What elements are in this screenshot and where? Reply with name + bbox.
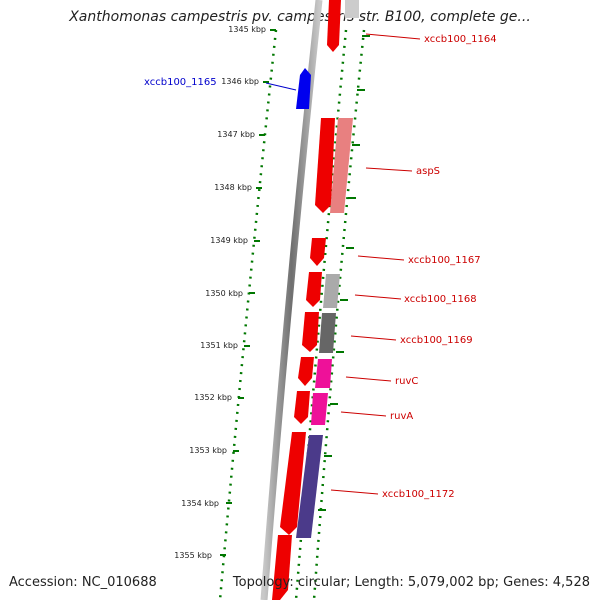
gene-label-xccb100-1168[interactable]: xccb100_1168 [404, 294, 477, 305]
cds-track [272, 0, 341, 600]
tick-label: 1346 kbp [221, 77, 259, 86]
tick-label: 1349 kbp [210, 236, 248, 245]
tick-label: 1353 kbp [189, 446, 227, 455]
accession-text: Accession: NC_010688 [9, 575, 157, 590]
tick-label: 1350 kbp [205, 289, 243, 298]
feature-ruvC[interactable] [315, 359, 332, 388]
label-leader [354, 294, 402, 300]
label-leader [357, 255, 405, 261]
gene-label-xccb100-1164[interactable]: xccb100_1164 [424, 34, 497, 45]
gene-label-ruvA[interactable]: ruvA [390, 411, 413, 422]
tick-label: 1351 kbp [200, 341, 238, 350]
label-leaders [330, 33, 421, 495]
label-leader [350, 335, 397, 341]
gene-label-xccb100-1169[interactable]: xccb100_1169 [400, 335, 473, 346]
label-leader [365, 33, 421, 40]
feature-ruvA[interactable] [311, 393, 328, 425]
tick-label: 1345 kbp [228, 25, 266, 34]
label-leader [340, 411, 387, 417]
label-leader [265, 82, 297, 91]
label-leader [330, 489, 379, 495]
gene-label-xccb100-1172[interactable]: xccb100_1172 [382, 489, 455, 500]
cds-ruvC[interactable] [298, 357, 314, 386]
gene-label-xccb100-1165[interactable]: xccb100_1165 [144, 77, 217, 88]
feature-xccb100-1168[interactable] [323, 274, 340, 308]
cds-xccb100-1172[interactable] [280, 432, 306, 535]
cds-xccb100-1169[interactable] [302, 312, 319, 352]
outer-dotted-ring [312, 29, 366, 600]
cds-ruvA[interactable] [294, 391, 310, 424]
tick-label: 1355 kbp [174, 551, 212, 560]
gene-label-ruvC[interactable]: ruvC [395, 376, 418, 387]
tick-label: 1347 kbp [217, 130, 255, 139]
feature-xccb100-1164[interactable] [345, 0, 359, 18]
tick-marks [220, 29, 370, 556]
cds-xccb100-1164[interactable] [327, 0, 341, 52]
tick-label: 1348 kbp [214, 183, 252, 192]
gene-xccb100-1165[interactable] [296, 68, 311, 109]
map-title: Xanthomonas campestris pv. campestris st… [69, 9, 531, 25]
tick-label: 1352 kbp [194, 393, 232, 402]
feature-xccb100-1172[interactable] [296, 435, 323, 538]
feature-aspS[interactable] [330, 118, 353, 213]
gene-label-aspS[interactable]: aspS [416, 166, 440, 177]
tick-label: 1354 kbp [181, 499, 219, 508]
cds-next[interactable] [272, 535, 292, 600]
label-leader [345, 376, 392, 382]
cds-xccb100-1168[interactable] [306, 272, 322, 307]
label-leader [365, 167, 413, 172]
feature-xccb100-1169[interactable] [319, 313, 336, 353]
cds-aspS[interactable] [315, 118, 335, 213]
genome-info-text: Topology: circular; Length: 5,079,002 bp… [232, 575, 590, 590]
cds-xccb100-1167[interactable] [310, 238, 326, 266]
gene-label-xccb100-1167[interactable]: xccb100_1167 [408, 255, 481, 266]
